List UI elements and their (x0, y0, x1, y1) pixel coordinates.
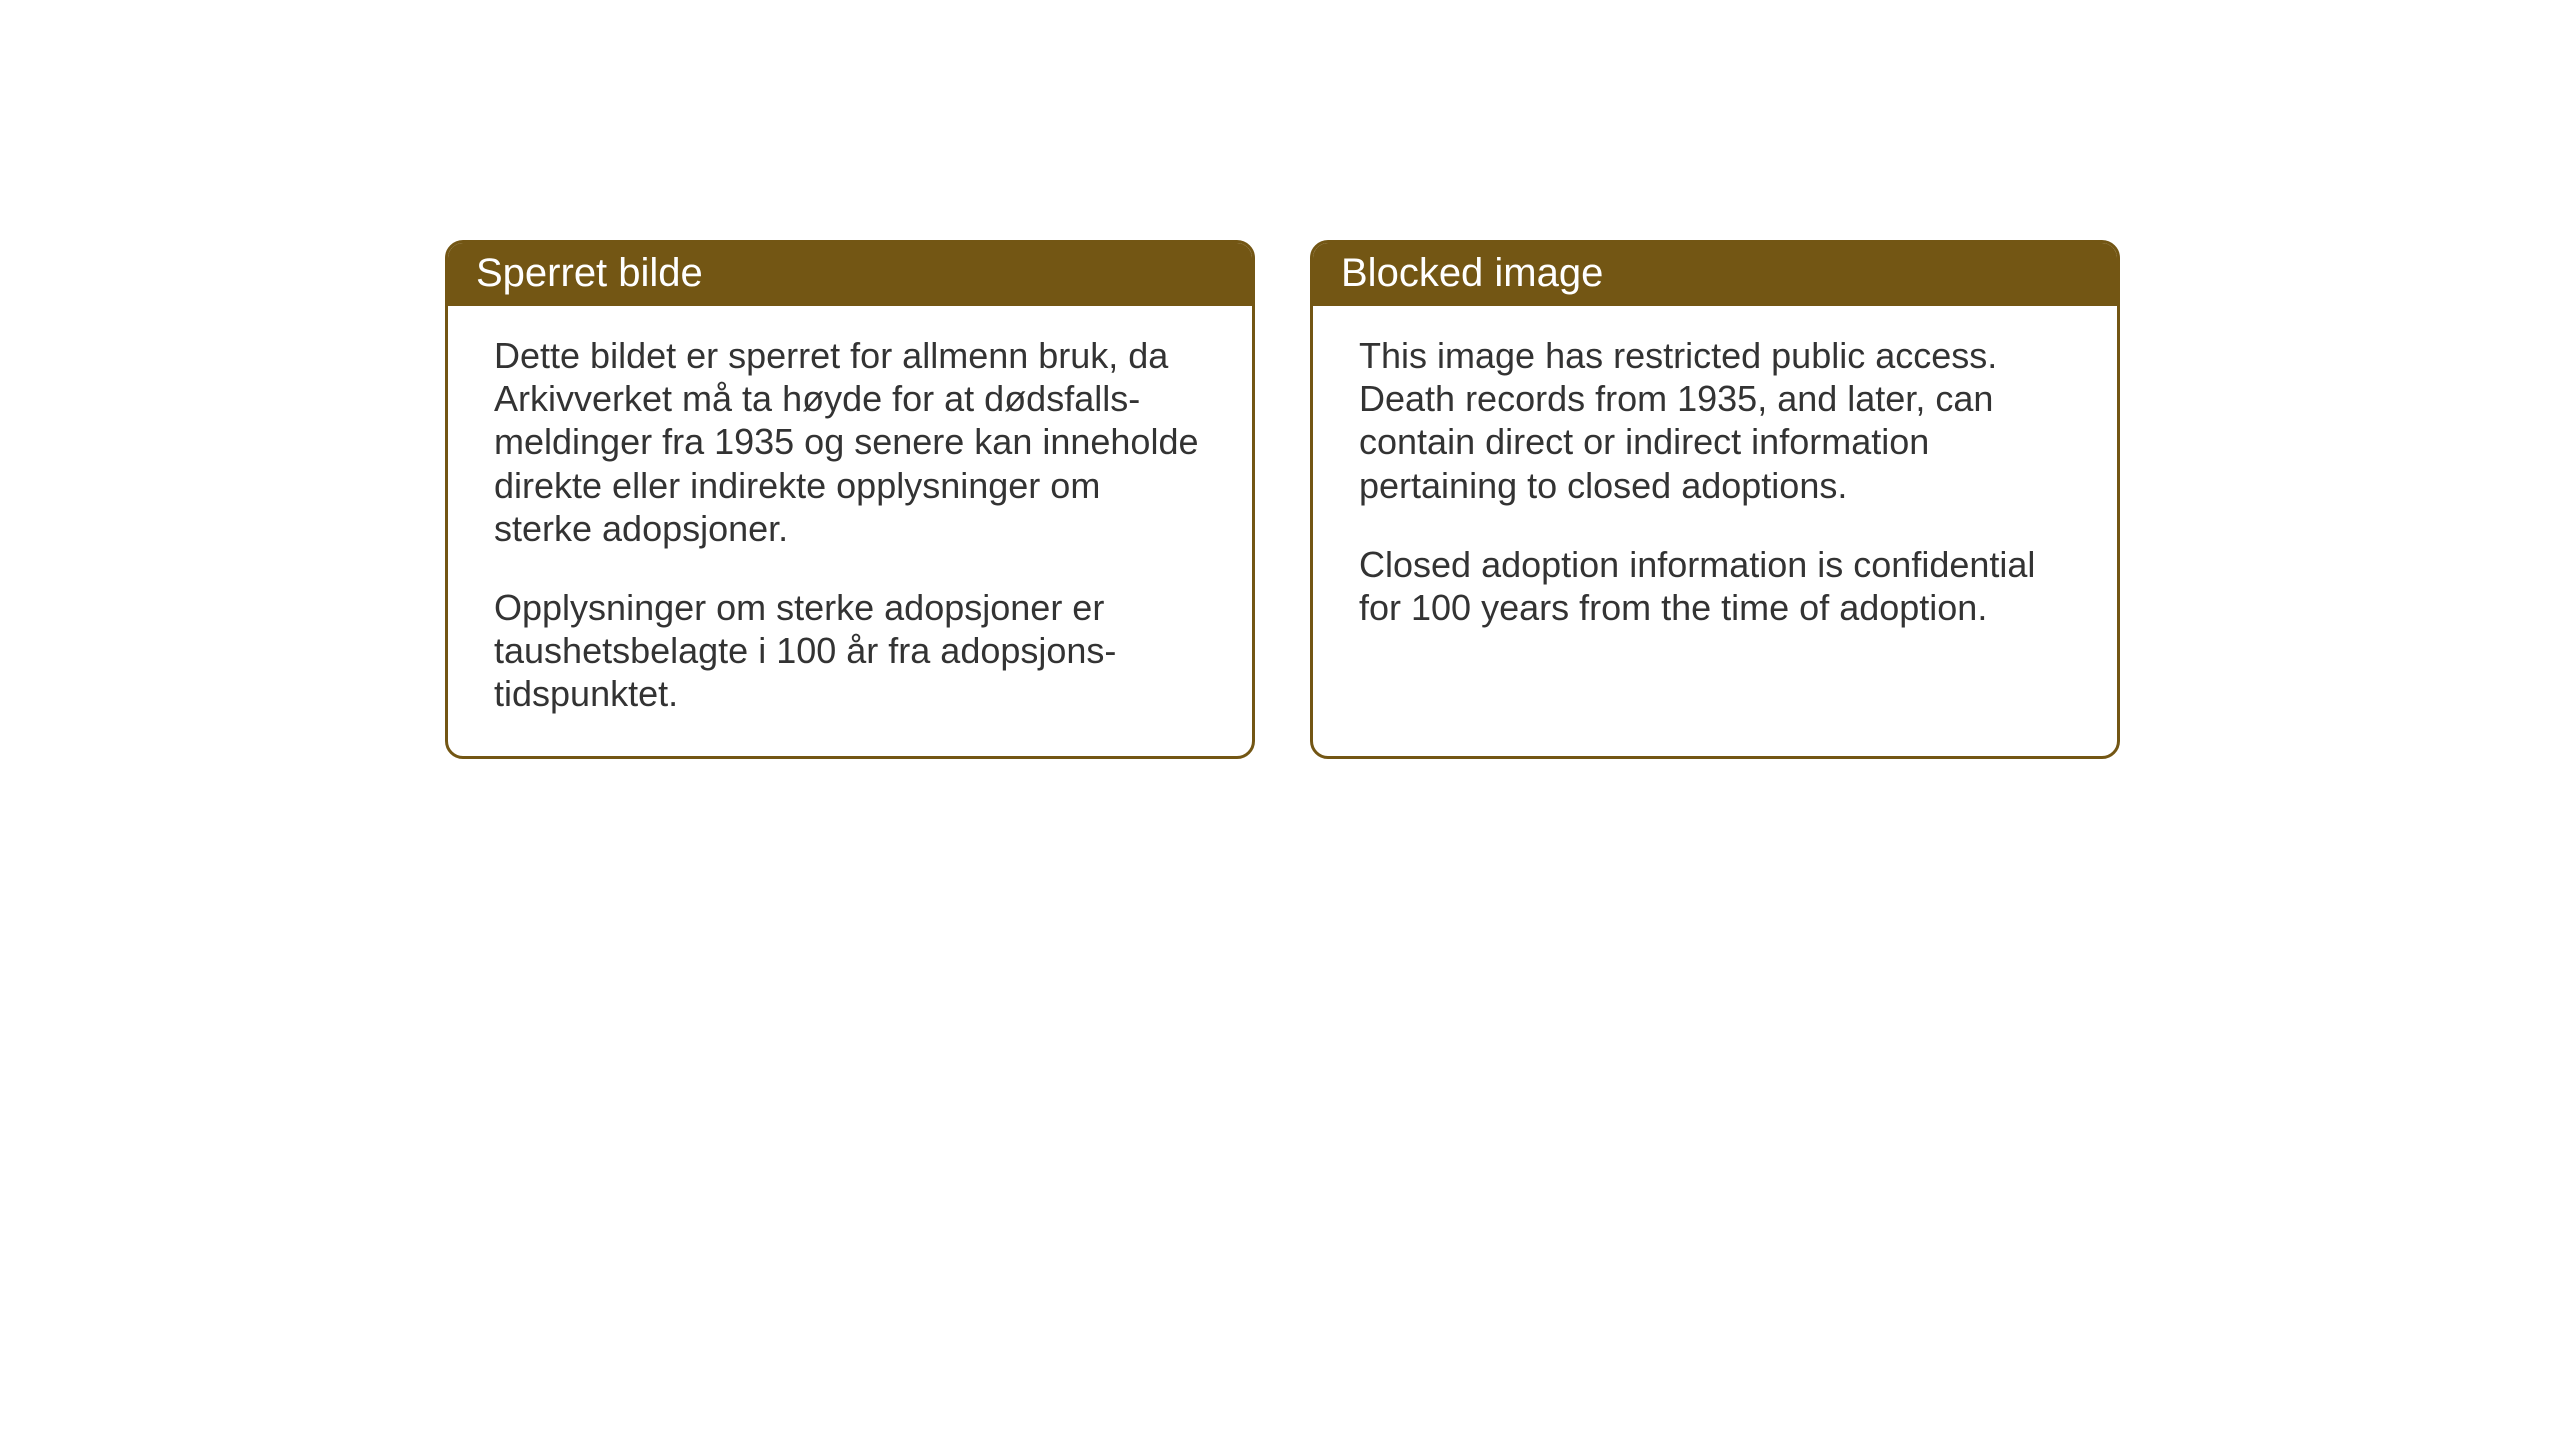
card-title-norwegian: Sperret bilde (476, 251, 703, 295)
card-paragraph2-english: Closed adoption information is confident… (1359, 543, 2071, 629)
card-title-english: Blocked image (1341, 251, 1603, 295)
notice-container: Sperret bilde Dette bildet er sperret fo… (445, 240, 2120, 759)
card-body-norwegian: Dette bildet er sperret for allmenn bruk… (448, 306, 1252, 756)
card-paragraph1-norwegian: Dette bildet er sperret for allmenn bruk… (494, 334, 1206, 550)
card-header-norwegian: Sperret bilde (448, 243, 1252, 306)
card-paragraph2-norwegian: Opplysninger om sterke adopsjoner er tau… (494, 586, 1206, 716)
notice-card-english: Blocked image This image has restricted … (1310, 240, 2120, 759)
notice-card-norwegian: Sperret bilde Dette bildet er sperret fo… (445, 240, 1255, 759)
card-paragraph1-english: This image has restricted public access.… (1359, 334, 2071, 507)
card-body-english: This image has restricted public access.… (1313, 306, 2117, 669)
card-header-english: Blocked image (1313, 243, 2117, 306)
